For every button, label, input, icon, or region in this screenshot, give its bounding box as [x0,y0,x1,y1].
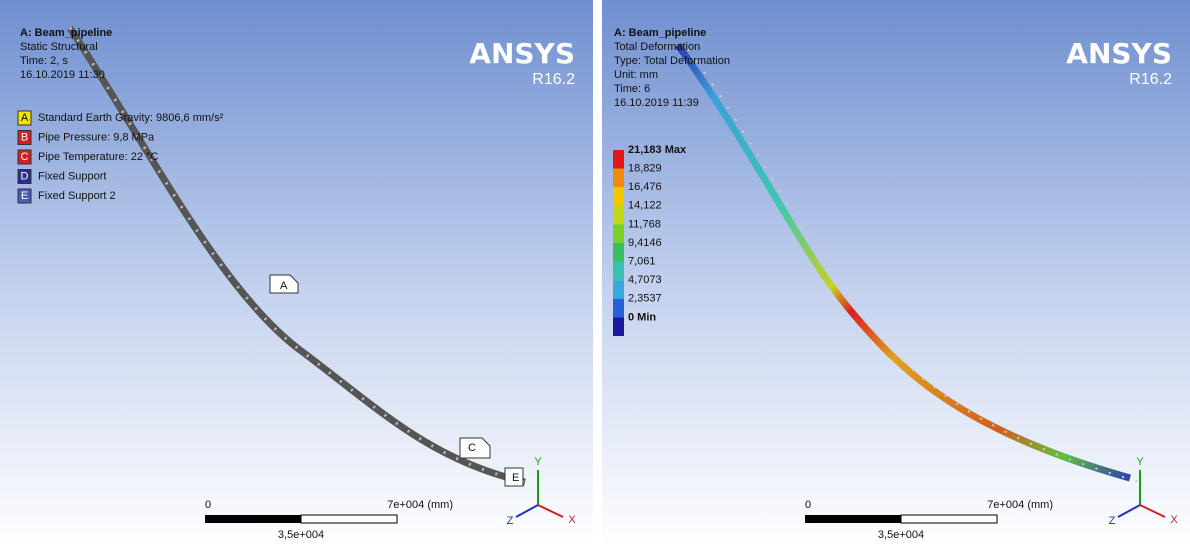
callout-key: C [468,442,476,454]
legend-swatch [613,168,624,188]
load-label: Standard Earth Gravity: 9806,6 mm/s² [38,112,224,124]
header-lines: Total Deformation Type: Total Deformation… [614,41,730,109]
legend-label: 21,183 Max [628,144,687,156]
legend-swatch [613,298,624,318]
legend-label: 7,061 [628,256,656,268]
header-line: Type: Total Deformation [614,55,730,67]
logo-version: R16.2 [532,71,575,88]
legend-swatch [613,224,624,243]
callout-key: E [512,472,519,484]
axis-x [537,504,564,518]
scale-end: 7e+004 (mm) [387,499,453,511]
load-badge [17,110,32,126]
axis-z-label: Z [1109,515,1116,527]
legend-label: 14,122 [628,200,662,212]
load-badge [17,169,32,184]
load-badge [17,188,32,204]
callout-c [459,437,491,459]
load-label: Fixed Support 2 [38,190,116,202]
scale-mid: 3,5e+004 [278,529,324,541]
axis-z-label: Z [507,515,514,527]
header-line: Unit: mm [614,69,658,81]
scale-black [805,515,901,523]
header-line: Static Structural [20,41,98,53]
logo: ANSYS [1066,37,1172,70]
axis-z [1117,504,1141,518]
header-title: A: Beam_pipeline [614,27,706,39]
legend-swatch [613,205,624,225]
scale-end: 7e+004 (mm) [987,499,1053,511]
axis-y-label: Y [534,456,542,468]
axis-y-label: Y [1136,456,1144,468]
load-key: C [21,151,29,163]
logo-version: R16.2 [1129,71,1172,88]
load-badge [17,149,32,165]
scale-mid: 3,5e+004 [878,529,924,541]
contour-legend: 21,183 Max 18,829 16,476 14,122 11,768 9,4146… [613,144,687,336]
header-line: Time: 2, s [20,55,68,67]
scale-start: 0 [805,499,811,511]
legend-label: 18,829 [628,163,662,175]
logo: ANSYS [469,37,575,70]
load-label: Fixed Support [38,170,106,182]
header-line: 16.10.2019 11:30 [20,69,105,81]
legend-swatch [613,317,624,336]
header-title: A: Beam_pipeline [20,27,112,39]
callout-key: A [280,280,288,292]
load-key: D [21,170,29,182]
pipe-deformed [675,42,1131,482]
scale-start: 0 [205,499,211,511]
axis-x-label: X [568,514,576,526]
legend-label: 4,7073 [628,274,662,286]
load-key: E [21,190,28,202]
loads-legend: A Standard Earth Gravity: 9806,6 mm/s² B Pi… [17,110,224,204]
scale-white [900,514,998,524]
viewport-left [0,0,593,547]
pipe [67,26,526,486]
scale-black [205,515,301,523]
load-label: Pipe Pressure: 9,8 MPa [38,131,155,143]
load-key: B [21,131,28,143]
triad: Y X Z [1109,456,1179,527]
callout-a [269,274,299,294]
legend-swatch [613,280,624,299]
legend-label: 0 Min [628,311,656,323]
header-line: 16.10.2019 11:39 [614,97,699,109]
header-line: Total Deformation [614,41,700,53]
legend-label: 2,3537 [628,293,662,305]
legend-swatch [613,150,624,169]
load-label: Pipe Temperature: 22 °C [38,151,158,163]
scale-white [300,514,398,524]
scale-bar: 0 7e+004 (mm) 3,5e+004 [205,499,453,541]
legend-swatch [613,261,624,281]
legend-label: 16,476 [628,181,662,193]
axis-x [1139,504,1166,518]
triad: Y X Z [507,456,577,527]
legend-label: 11,768 [628,218,661,230]
axis-z [515,504,539,518]
legend-label: 9,4146 [628,237,662,249]
load-key: A [21,112,29,124]
legend-swatch [613,243,624,262]
header-line: Time: 6 [614,83,650,95]
callout-e [504,467,524,487]
axis-x-label: X [1170,514,1178,526]
viewport-right [602,0,1190,547]
scale-bar: 0 7e+004 (mm) 3,5e+004 [805,499,1053,541]
legend-swatch [613,187,624,206]
load-badge [17,130,32,145]
